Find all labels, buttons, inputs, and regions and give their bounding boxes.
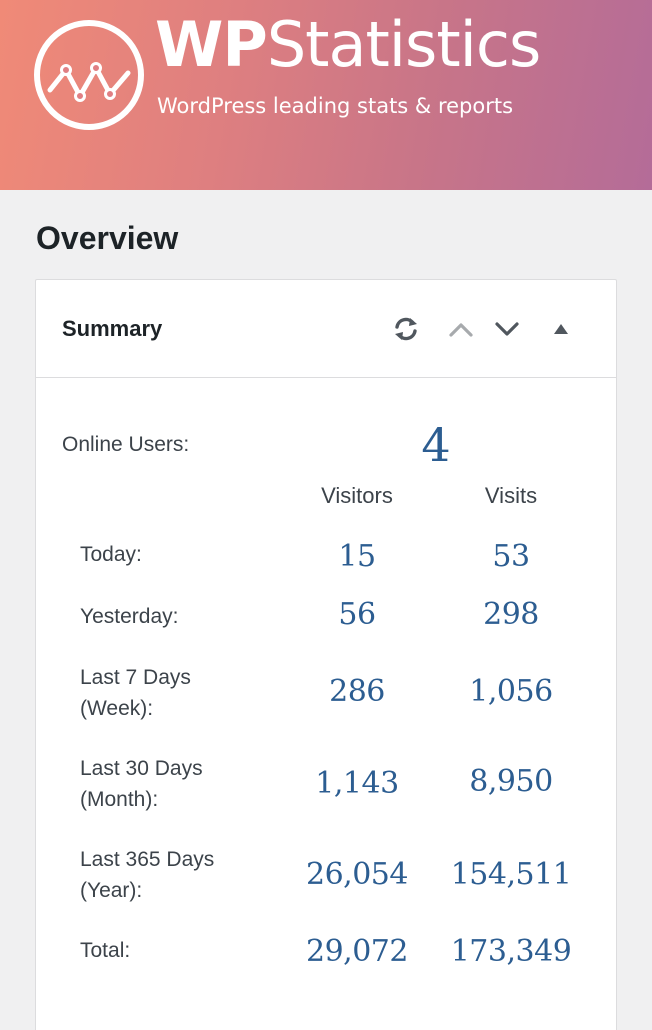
visitors-column-header: Visitors xyxy=(321,483,393,508)
row-label-last-7-days-line2: (Week): xyxy=(80,697,154,720)
total-visits-value[interactable]: 173,349 xyxy=(450,934,572,969)
refresh-icon xyxy=(395,317,417,341)
yesterday-visits-value[interactable]: 298 xyxy=(483,597,539,632)
row-label-last-30-days-line2: (Month): xyxy=(80,788,159,811)
row-label-last-365-days-line1: Last 365 Days xyxy=(80,848,215,871)
triangle-up-icon xyxy=(554,324,568,334)
brand-name-statistics: Statistics xyxy=(266,8,541,81)
summary-widget-title: Summary xyxy=(62,316,163,341)
chevron-down-icon xyxy=(495,322,519,336)
week-visitors-value[interactable]: 286 xyxy=(329,674,385,709)
row-label-yesterday: Yesterday: xyxy=(80,605,179,628)
summary-widget: Summary Online Users: 4 Visit xyxy=(35,279,617,1030)
row-label-last-7-days: Last 7 Days (Week): xyxy=(80,662,191,724)
online-users-label: Online Users: xyxy=(62,433,190,456)
total-visitors-value[interactable]: 29,072 xyxy=(306,934,408,969)
year-visitors-value[interactable]: 26,054 xyxy=(306,857,408,892)
visits-column-header: Visits xyxy=(484,483,538,508)
row-label-last-365-days: Last 365 Days (Year): xyxy=(80,844,214,906)
week-visits-value[interactable]: 1,056 xyxy=(469,674,553,709)
page-title: Overview xyxy=(36,220,179,256)
collapse-toggle-button[interactable] xyxy=(544,312,578,346)
row-label-last-7-days-line1: Last 7 Days xyxy=(80,666,191,689)
row-label-last-30-days-line1: Last 30 Days xyxy=(80,757,203,780)
month-visits-value[interactable]: 8,950 xyxy=(469,764,553,799)
year-visits-value[interactable]: 154,511 xyxy=(450,857,572,892)
row-label-today: Today: xyxy=(80,543,142,566)
chevron-up-icon xyxy=(449,323,473,337)
move-down-button[interactable] xyxy=(490,312,524,346)
header-banner: WPStatistics WordPress leading stats & r… xyxy=(0,0,652,190)
yesterday-visitors-value[interactable]: 56 xyxy=(338,597,376,632)
row-label-last-365-days-line2: (Year): xyxy=(80,879,143,902)
row-label-last-30-days: Last 30 Days (Month): xyxy=(80,753,203,815)
summary-widget-header: Summary xyxy=(36,280,616,378)
month-visitors-value[interactable]: 1,143 xyxy=(315,766,399,801)
today-visits-value[interactable]: 53 xyxy=(492,539,530,574)
brand-tagline: WordPress leading stats & reports xyxy=(157,94,514,118)
row-label-total: Total: xyxy=(80,939,131,962)
online-users-value[interactable]: 4 xyxy=(421,418,451,472)
wp-statistics-logo-icon xyxy=(34,20,144,130)
refresh-button[interactable] xyxy=(389,312,423,346)
today-visitors-value[interactable]: 15 xyxy=(338,539,376,574)
brand-name: WPStatistics xyxy=(155,14,541,76)
move-up-button[interactable] xyxy=(444,312,478,346)
brand-name-wp: WP xyxy=(155,8,268,81)
